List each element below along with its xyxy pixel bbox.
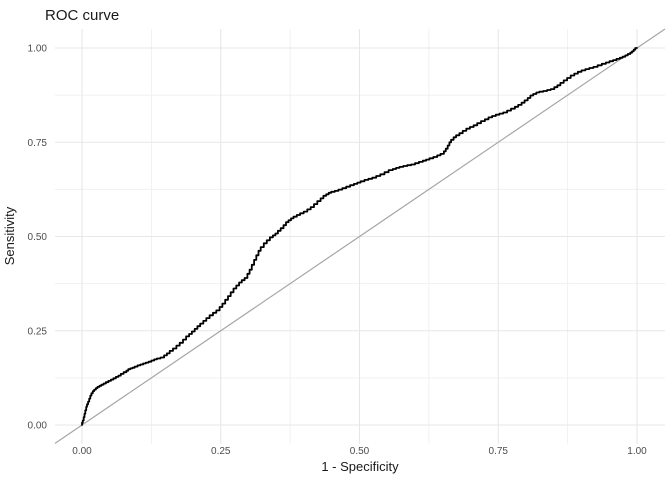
- chance-diagonal-line: [54, 28, 666, 444]
- y-tick-label: 1.00: [28, 44, 48, 55]
- major-gridlines: [55, 29, 665, 444]
- chart-title: ROC curve: [45, 7, 119, 24]
- x-axis-title: 1 - Specificity: [321, 459, 399, 474]
- x-tick-label: 0.75: [489, 446, 509, 457]
- y-tick-label: 0.50: [28, 232, 48, 243]
- x-tick-label: 0.50: [350, 446, 370, 457]
- y-tick-label: 0.25: [28, 326, 48, 337]
- y-axis-title: Sensitivity: [2, 206, 17, 265]
- y-tick-label: 0.75: [28, 138, 48, 149]
- x-tick-label: 0.00: [72, 446, 92, 457]
- x-tick-label: 0.25: [211, 446, 231, 457]
- x-tick-label: 1.00: [627, 446, 647, 457]
- roc-curve-line: [81, 47, 638, 426]
- y-tick-label: 0.00: [28, 421, 48, 432]
- y-axis-tick-labels: 0.00 0.25 0.50 0.75 1.00: [28, 44, 48, 432]
- x-axis-tick-labels: 0.00 0.25 0.50 0.75 1.00: [72, 446, 647, 457]
